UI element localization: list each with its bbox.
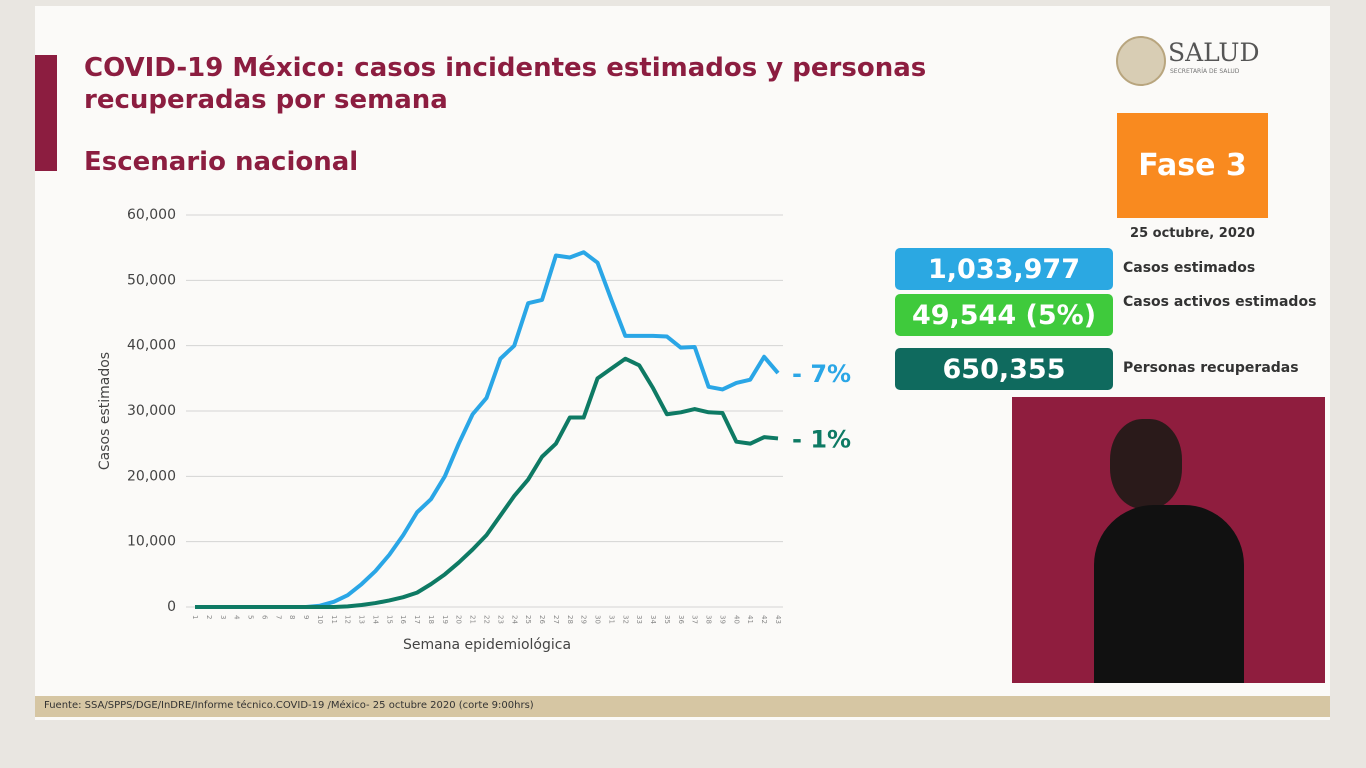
x-tick-label: 5 [247,615,255,619]
slide-title: COVID-19 México: casos incidentes estima… [84,53,927,115]
x-tick-label: 19 [441,615,449,624]
y-tick-label: 50,000 [127,272,176,288]
x-tick-label: 20 [455,615,463,624]
series-line [195,250,780,609]
logo-text: SALUD [1168,38,1260,67]
x-tick-label: 29 [580,615,588,624]
x-tick-label: 4 [233,615,241,620]
x-tick-label: 12 [344,615,352,624]
y-tick-label: 40,000 [127,338,176,354]
x-tick-label: 17 [413,615,421,624]
x-tick-label: 23 [496,615,504,624]
interpreter-head [1110,419,1182,509]
interpreter-body [1094,505,1244,683]
phase-date: 25 octubre, 2020 [1130,226,1255,241]
stat-label: Casos activos estimados [1123,294,1317,310]
accent-bar [35,55,57,171]
x-tick-label: 21 [469,615,477,624]
y-tick-label: 0 [167,599,176,615]
y-tick-label: 30,000 [127,403,176,419]
x-tick-label: 41 [746,615,754,624]
x-tick-label: 6 [260,615,268,620]
source-note: Fuente: SSA/SPPS/DGE/InDRE/Informe técni… [44,700,534,711]
x-tick-label: 39 [718,615,726,624]
logo-subtext: SECRETARÍA DE SALUD [1170,68,1240,75]
stat-value: 1,033,977 [895,248,1113,290]
x-tick-label: 13 [358,615,366,624]
x-tick-label: 1 [191,615,199,619]
source-bar [35,696,1330,717]
x-tick-label: 36 [677,615,685,624]
x-tick-label: 18 [427,615,435,624]
y-tick-label: 10,000 [127,534,176,550]
x-tick-label: 38 [705,615,713,624]
x-tick-label: 2 [205,615,213,619]
y-axis-label: Casos estimados [97,352,113,470]
stat-value: 650,355 [895,348,1113,390]
x-tick-label: 11 [330,615,338,624]
change-annotation: - 1% [792,425,851,453]
logo-emblem [1116,36,1166,86]
x-tick-label: 34 [649,615,657,624]
x-tick-label: 25 [524,615,532,624]
stat-label: Personas recuperadas [1123,360,1299,376]
x-tick-label: 15 [385,615,393,624]
x-tick-label: 43 [774,615,782,624]
x-tick-label: 10 [316,615,324,624]
x-tick-label: 33 [635,615,643,624]
x-tick-label: 37 [691,615,699,624]
x-tick-label: 22 [483,615,491,624]
stat-value: 49,544 (5%) [895,294,1113,336]
x-tick-label: 24 [510,615,518,624]
x-tick-label: 9 [302,615,310,619]
phase-box: Fase 3 [1117,113,1268,218]
x-tick-label: 32 [621,615,629,624]
stat-label: Casos estimados [1123,260,1256,276]
interpreter-video [1012,397,1325,683]
x-tick-label: 42 [760,615,768,624]
series-line [195,356,779,609]
x-tick-label: 35 [663,615,671,624]
x-tick-label: 27 [552,615,560,624]
x-tick-label: 40 [732,615,740,624]
x-tick-label: 16 [399,615,407,624]
x-tick-label: 7 [274,615,282,619]
x-tick-label: 31 [607,615,615,624]
slide-subtitle: Escenario nacional [84,147,359,177]
y-tick-label: 20,000 [127,468,176,484]
y-tick-label: 60,000 [127,207,176,223]
x-tick-label: 26 [538,615,546,624]
x-tick-label: 14 [371,615,379,624]
x-axis-label: Semana epidemiológica [403,637,571,653]
change-annotation: - 7% [792,360,851,388]
x-tick-label: 3 [219,615,227,619]
x-tick-label: 30 [594,615,602,624]
x-tick-label: 8 [288,615,296,619]
x-tick-label: 28 [566,615,574,624]
